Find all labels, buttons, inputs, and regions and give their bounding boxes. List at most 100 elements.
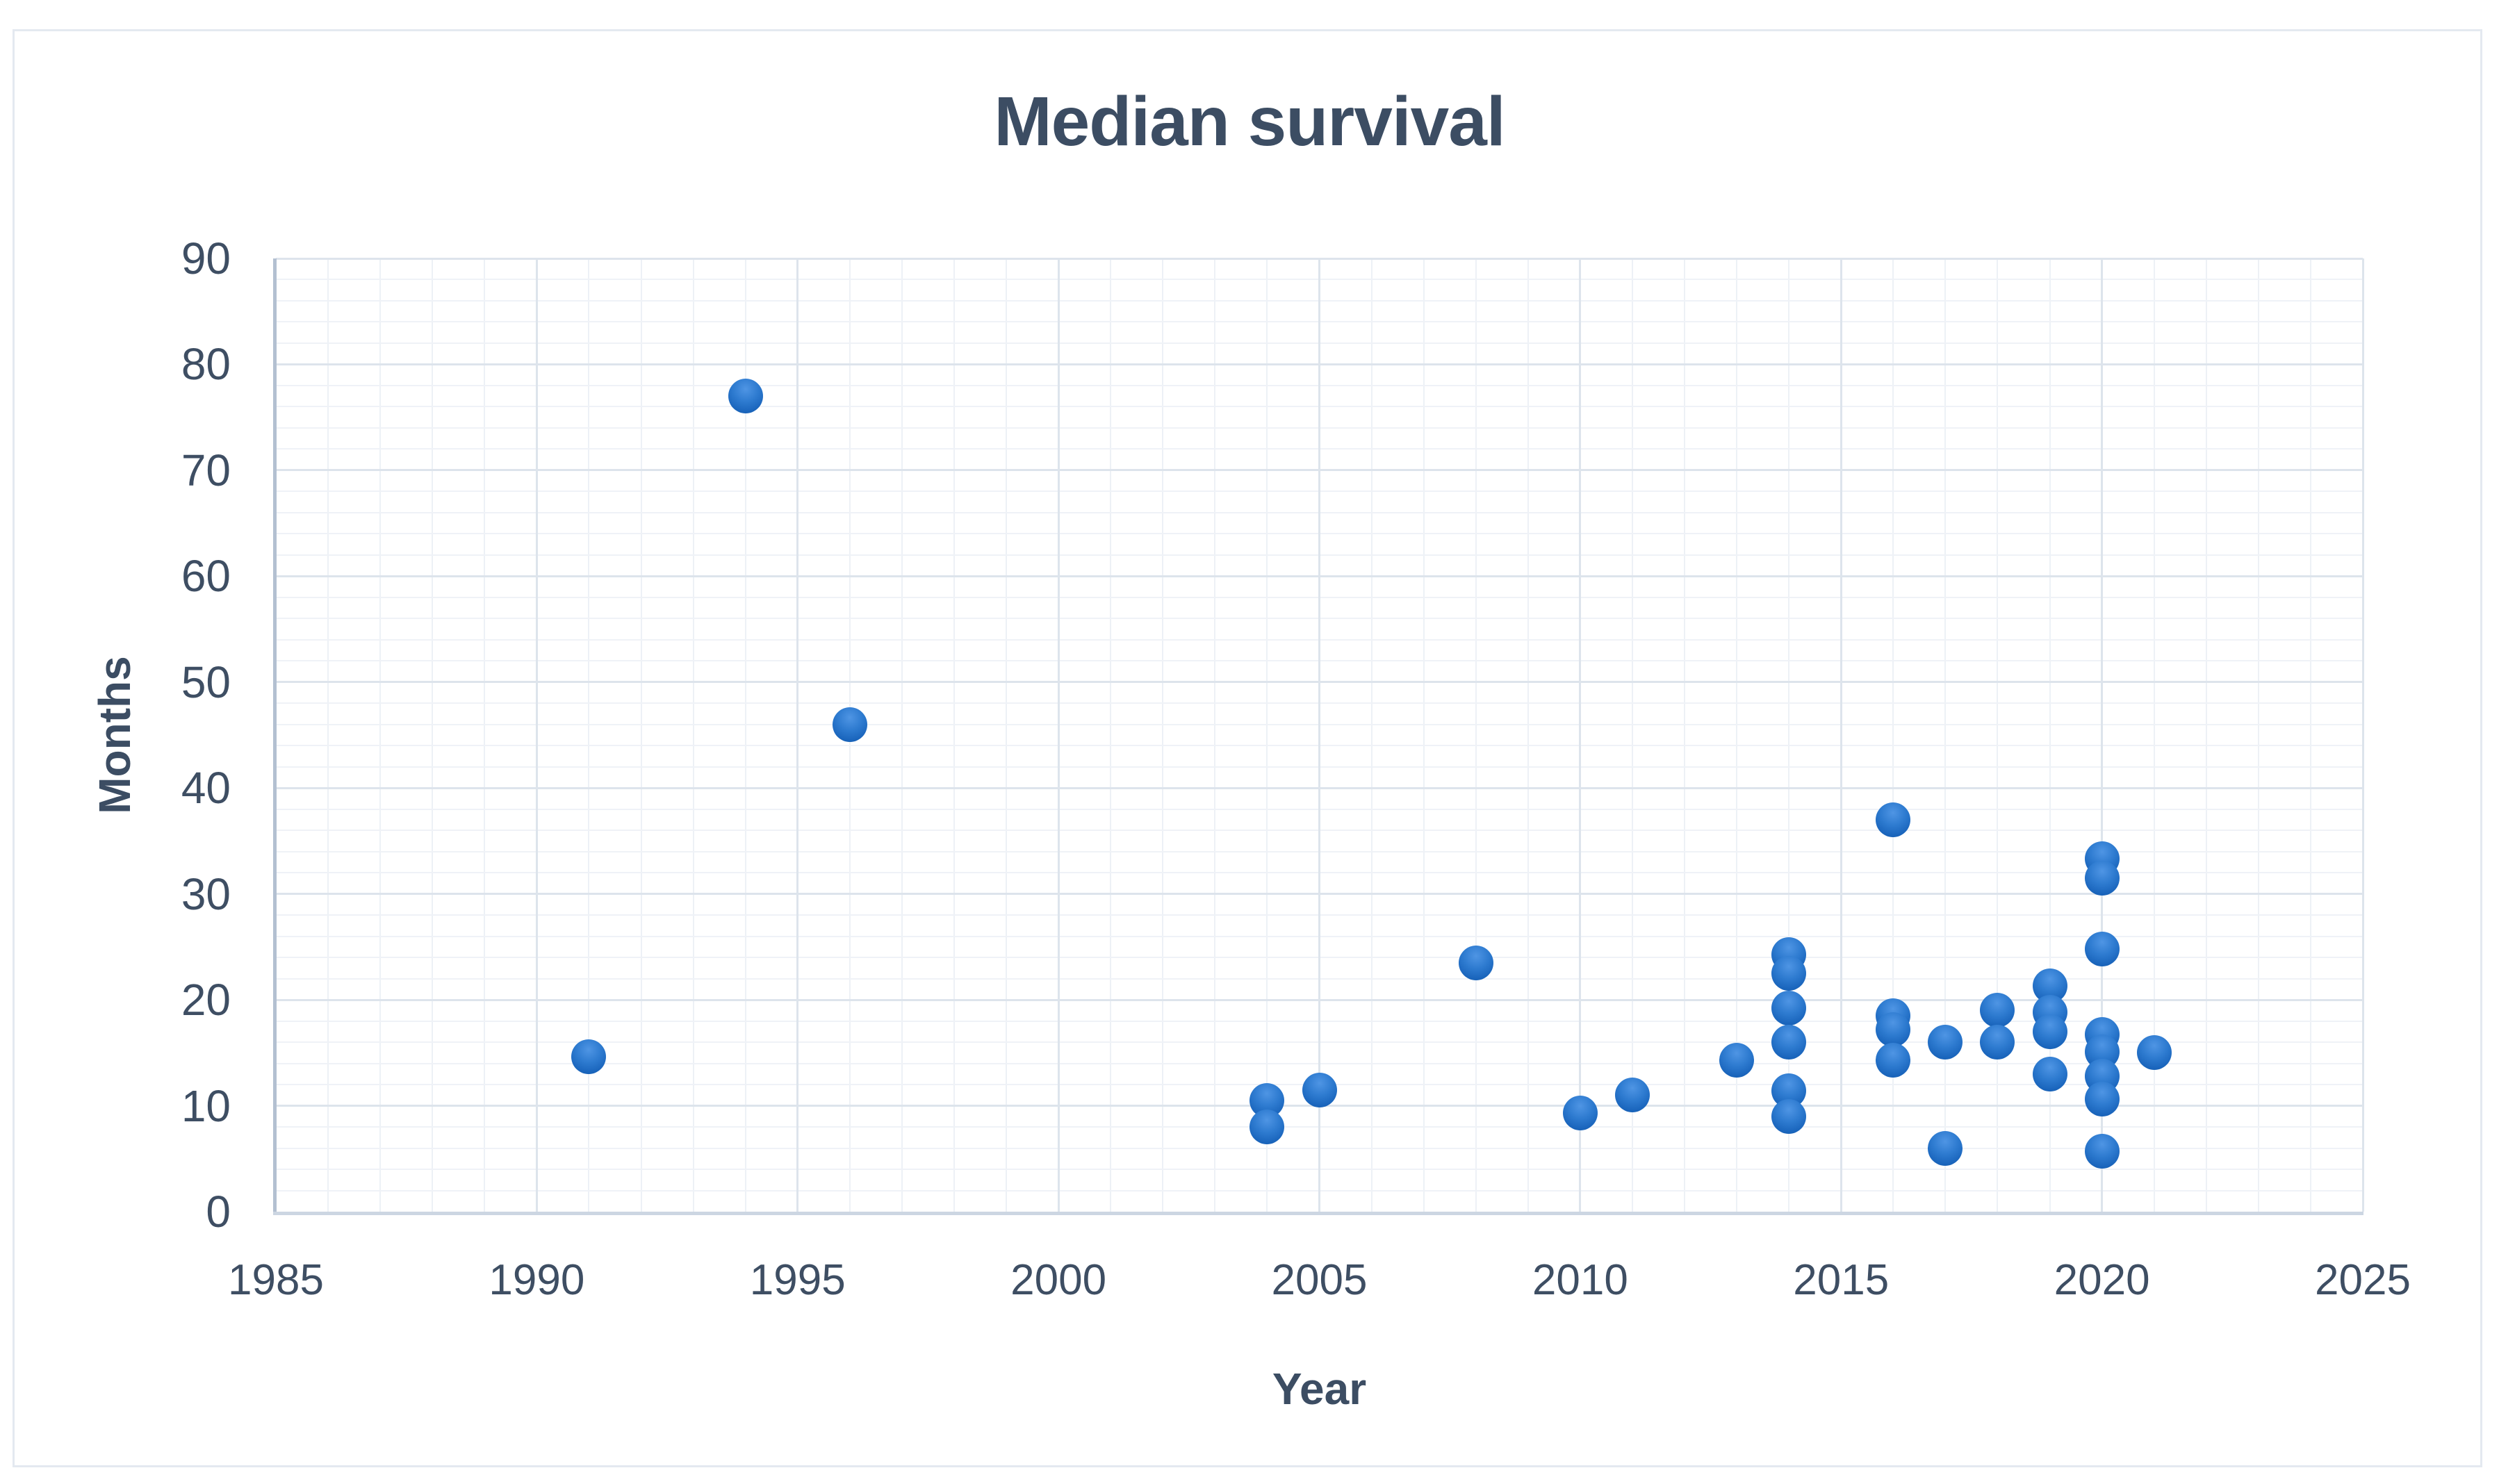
- gridline-major-horizontal: [276, 575, 2363, 577]
- data-point: [2032, 1014, 2067, 1049]
- y-tick-label: 40: [181, 763, 231, 814]
- chart-frame-border: [13, 29, 2482, 1467]
- data-point: [2084, 1082, 2120, 1117]
- plot-area: [273, 257, 2364, 1215]
- gridline-minor-vertical: [953, 258, 955, 1212]
- gridline-minor-vertical: [1475, 258, 1477, 1212]
- y-tick-label: 0: [206, 1187, 231, 1237]
- data-point: [2032, 1056, 2067, 1091]
- gridline-minor-vertical: [1266, 258, 1268, 1212]
- y-tick-label: 20: [181, 975, 231, 1025]
- gridline-minor-vertical: [1162, 258, 1164, 1212]
- y-tick-label: 50: [181, 657, 231, 707]
- data-point: [571, 1039, 607, 1075]
- gridline-major-vertical: [1579, 258, 1582, 1212]
- gridline-minor-vertical: [2257, 258, 2259, 1212]
- gridline-minor-vertical: [1370, 258, 1373, 1212]
- data-point: [1771, 1098, 1807, 1134]
- y-tick-label: 90: [181, 233, 231, 283]
- data-point: [2084, 931, 2120, 966]
- gridline-minor-vertical: [1214, 258, 1216, 1212]
- x-axis-line: [273, 1212, 2363, 1215]
- gridline-minor-vertical: [692, 258, 694, 1212]
- gridline-major-horizontal: [276, 469, 2363, 472]
- gridline-major-vertical: [2101, 258, 2104, 1212]
- x-axis-title: Year: [1272, 1364, 1367, 1414]
- gridline-minor-vertical: [1631, 258, 1633, 1212]
- gridline-major-vertical: [1057, 258, 1060, 1212]
- gridline-minor-vertical: [2153, 258, 2155, 1212]
- y-axis-line: [273, 258, 277, 1215]
- gridline-minor-vertical: [1423, 258, 1425, 1212]
- x-tick-label: 2000: [1010, 1256, 1107, 1304]
- x-tick-label: 2015: [1793, 1256, 1890, 1304]
- gridline-major-horizontal: [276, 893, 2363, 896]
- gridline-major-vertical: [2361, 258, 2364, 1212]
- gridline-minor-vertical: [1788, 258, 1790, 1212]
- x-tick-label: 2005: [1271, 1256, 1368, 1304]
- data-point: [1876, 802, 1911, 837]
- gridline-minor-vertical: [1736, 258, 1738, 1212]
- y-tick-label: 10: [181, 1080, 231, 1131]
- x-tick-label: 1990: [489, 1256, 585, 1304]
- gridline-minor-vertical: [901, 258, 903, 1212]
- gridline-major-horizontal: [276, 786, 2363, 789]
- data-point: [2084, 860, 2120, 896]
- gridline-minor-vertical: [744, 258, 746, 1212]
- data-point: [2136, 1035, 2172, 1071]
- gridline-major-vertical: [796, 258, 799, 1212]
- gridline-minor-vertical: [640, 258, 642, 1212]
- gridline-minor-vertical: [588, 258, 590, 1212]
- data-point: [1876, 1012, 1911, 1047]
- y-tick-label: 70: [181, 445, 231, 495]
- data-point: [1980, 1025, 2015, 1060]
- data-point: [1302, 1072, 1337, 1107]
- gridline-minor-vertical: [1006, 258, 1008, 1212]
- gridline-major-horizontal: [276, 363, 2363, 365]
- gridline-minor-vertical: [379, 258, 382, 1212]
- gridline-minor-vertical: [1892, 258, 1894, 1212]
- data-point: [1876, 1043, 1911, 1078]
- data-point: [832, 707, 867, 742]
- data-point: [728, 379, 763, 414]
- x-tick-label: 2025: [2315, 1256, 2411, 1304]
- gridline-minor-vertical: [2049, 258, 2051, 1212]
- data-point: [1771, 991, 1807, 1026]
- data-point: [1250, 1110, 1285, 1145]
- gridline-minor-vertical: [484, 258, 486, 1212]
- data-point: [2084, 1134, 2120, 1169]
- x-tick-label: 2010: [1532, 1256, 1628, 1304]
- data-point: [1458, 945, 1493, 980]
- x-tick-label: 1985: [228, 1256, 324, 1304]
- data-point: [1614, 1078, 1650, 1113]
- gridline-minor-vertical: [432, 258, 434, 1212]
- gridline-major-horizontal: [276, 257, 2363, 260]
- gridline-minor-vertical: [327, 258, 329, 1212]
- gridline-major-horizontal: [276, 681, 2363, 684]
- y-axis-title: Months: [90, 656, 140, 814]
- y-tick-label: 30: [181, 868, 231, 919]
- chart-title: Median survival: [994, 83, 1505, 160]
- gridline-major-horizontal: [276, 998, 2363, 1001]
- data-point: [1562, 1096, 1598, 1131]
- gridline-minor-vertical: [1944, 258, 1947, 1212]
- y-tick-label: 80: [181, 339, 231, 390]
- gridline-major-vertical: [535, 258, 538, 1212]
- gridline-minor-vertical: [1684, 258, 1686, 1212]
- gridline-minor-vertical: [2205, 258, 2207, 1212]
- x-tick-label: 2020: [2054, 1256, 2150, 1304]
- gridline-minor-vertical: [1110, 258, 1112, 1212]
- y-tick-label: 60: [181, 551, 231, 602]
- x-tick-label: 1995: [749, 1256, 846, 1304]
- gridline-minor-vertical: [1527, 258, 1529, 1212]
- gridline-minor-vertical: [1997, 258, 1999, 1212]
- gridline-major-vertical: [1840, 258, 1842, 1212]
- data-point: [1771, 956, 1807, 991]
- gridline-minor-vertical: [2309, 258, 2311, 1212]
- data-point: [1771, 1025, 1807, 1060]
- data-point: [1980, 993, 2015, 1028]
- gridline-major-vertical: [1318, 258, 1320, 1212]
- data-point: [1928, 1130, 1963, 1166]
- data-point: [1928, 1025, 1963, 1060]
